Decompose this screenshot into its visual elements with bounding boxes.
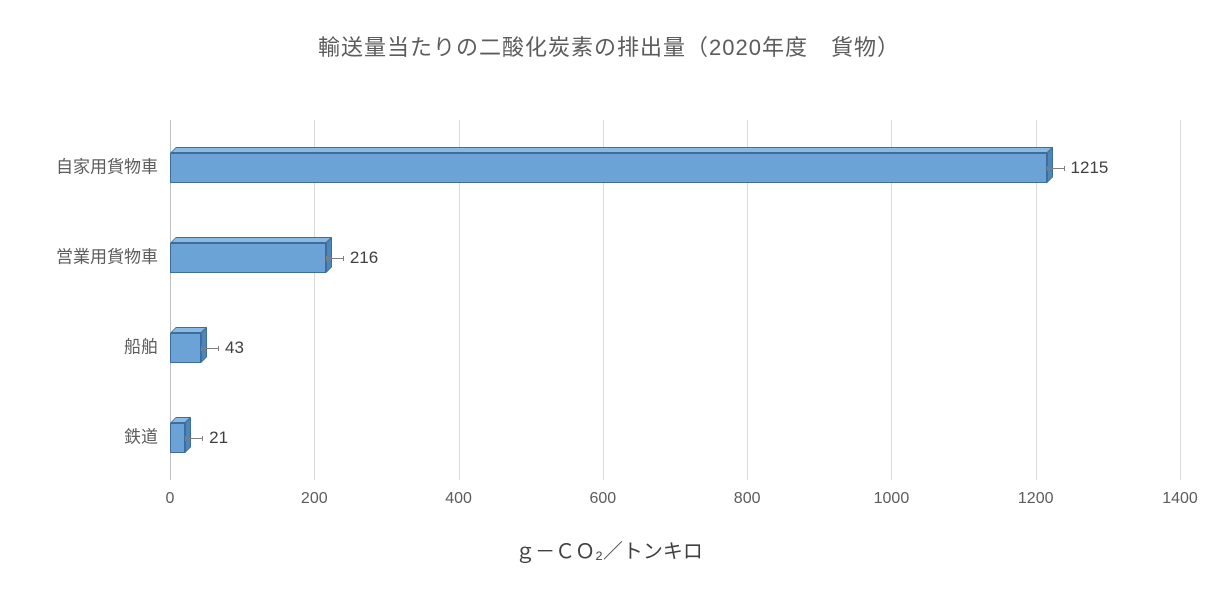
- bar: [170, 417, 191, 453]
- leader-line: [201, 348, 219, 349]
- y-tick-label: 鉄道: [124, 423, 158, 448]
- y-tick-label: 船舶: [124, 333, 158, 358]
- x-tick-label: 1400: [1162, 490, 1198, 508]
- leader-line: [1047, 168, 1065, 169]
- y-tick-label: 自家用貨物車: [56, 153, 158, 178]
- x-axis-title: ｇ－ＣＯ₂／トンキロ: [0, 535, 1218, 564]
- data-label: 21: [209, 428, 228, 448]
- x-tick-label: 400: [445, 490, 472, 508]
- co2-bar-chart: 輸送量当たりの二酸化炭素の排出量（2020年度 貨物） 020040060080…: [0, 0, 1218, 615]
- leader-line: [326, 258, 344, 259]
- x-tick-label: 0: [166, 490, 175, 508]
- y-tick-label: 営業用貨物車: [56, 243, 158, 268]
- x-tick-label: 1200: [1018, 490, 1054, 508]
- x-tick-label: 1000: [874, 490, 910, 508]
- x-tick-label: 200: [301, 490, 328, 508]
- chart-title: 輸送量当たりの二酸化炭素の排出量（2020年度 貨物）: [0, 30, 1218, 62]
- leader-line: [185, 438, 203, 439]
- gridline: [1180, 120, 1181, 480]
- bar: [170, 327, 207, 363]
- data-label: 43: [225, 338, 244, 358]
- x-tick-label: 800: [734, 490, 761, 508]
- data-label: 1215: [1071, 158, 1109, 178]
- bar: [170, 147, 1053, 183]
- x-tick-label: 600: [589, 490, 616, 508]
- plot-area: 0200400600800100012001400自家用貨物車1215営業用貨物…: [170, 120, 1180, 480]
- bar: [170, 237, 332, 273]
- data-label: 216: [350, 248, 378, 268]
